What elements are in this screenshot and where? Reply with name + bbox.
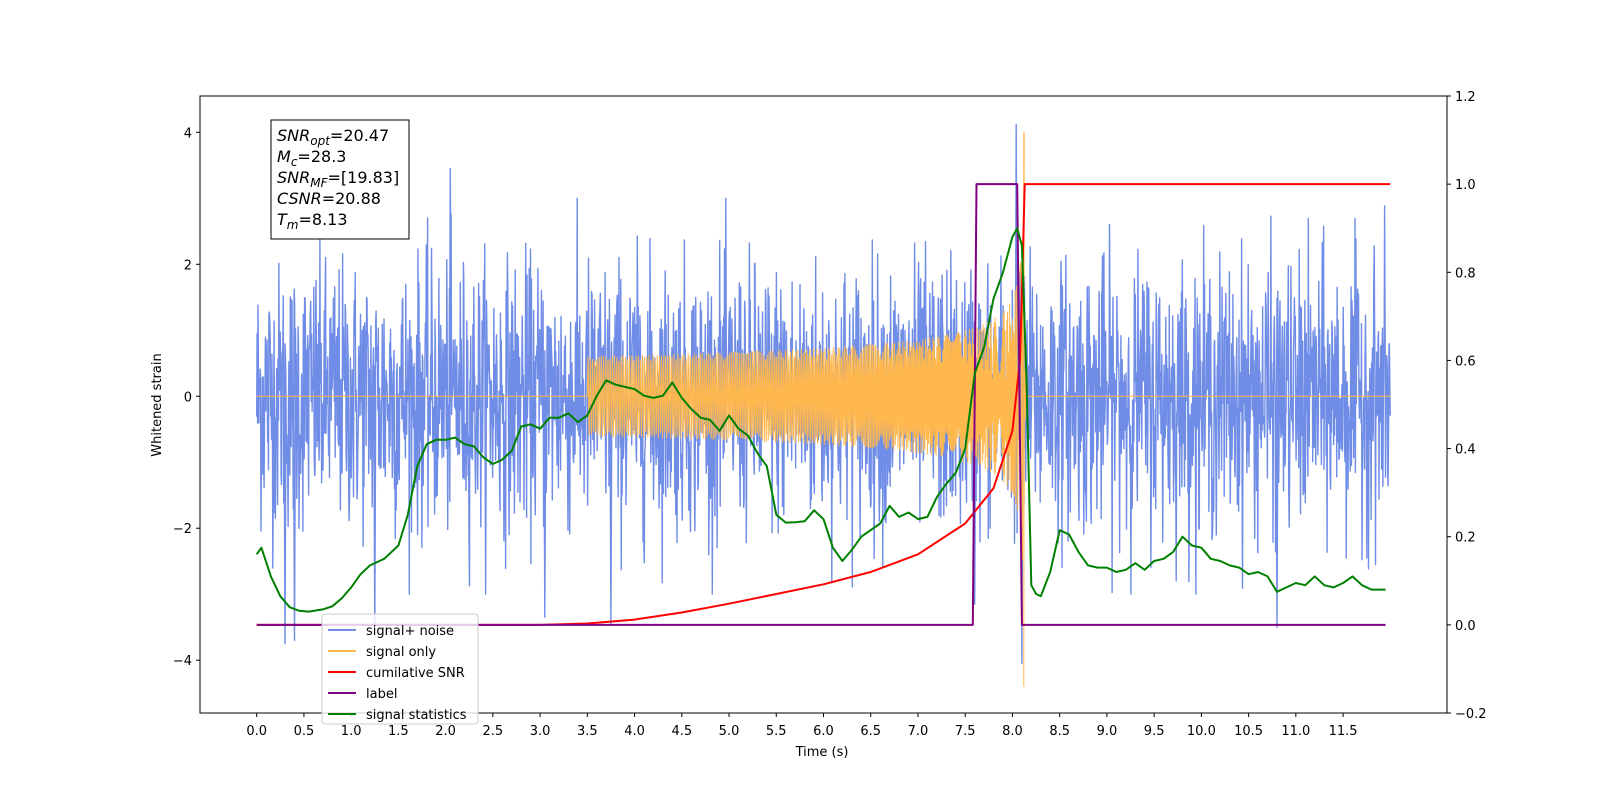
y2-tick-label: 1.0 [1455, 178, 1476, 193]
x-tick-label: 4.0 [624, 724, 645, 739]
x-tick-label: 5.0 [719, 724, 740, 739]
legend-label: cumilative SNR [366, 666, 465, 681]
x-tick-label: 0.5 [294, 724, 315, 739]
legend-items: signal+ noise signal only cumilative SNR la… [328, 624, 467, 723]
y-axis-left: −4 −2 0 2 4 [173, 126, 200, 669]
x-tick-label: 7.5 [955, 724, 976, 739]
annotation-frame [270, 119, 410, 240]
y2-tick-label: 0.8 [1455, 266, 1476, 281]
x-axis: 0.0 0.5 1.0 1.5 2.0 2.5 3.0 3.5 4.0 4.5 5.0 5.5 6.0 6… [246, 713, 1358, 739]
annotation-lines: SNRopt=20.47Mc=28.3SNRMF=[19.83]CSNR=20.… [277, 126, 399, 232]
legend: signal+ noise signal only cumilative SNR la… [321, 613, 479, 725]
annotation-line: CSNR=20.88 [277, 189, 381, 208]
legend-label: signal+ noise [366, 624, 454, 639]
x-tick-label: 9.0 [1097, 724, 1118, 739]
x-tick-label: 5.5 [766, 724, 787, 739]
legend-frame [321, 613, 479, 725]
y-tick-label: 4 [184, 126, 192, 141]
x-tick-label: 2.5 [483, 724, 504, 739]
x-tick-label: 3.5 [577, 724, 598, 739]
x-tick-label: 2.0 [435, 724, 456, 739]
x-axis-label: Time (s) [795, 745, 849, 760]
y-tick-label: 0 [184, 390, 192, 405]
y2-tick-label: 1.2 [1455, 90, 1476, 105]
x-tick-label: 9.5 [1144, 724, 1165, 739]
x-tick-label: 7.0 [908, 724, 929, 739]
y2-tick-label: 0.6 [1455, 354, 1476, 369]
series-line-signal-statistics [255, 227, 1386, 613]
y-axis-right: −0.2 0.0 0.2 0.4 0.6 0.8 1.0 1.2 [1447, 90, 1487, 722]
annotation-line: SNRMF=[19.83] [277, 168, 399, 190]
x-tick-label: 10.0 [1187, 724, 1216, 739]
x-tick-label: 4.5 [671, 724, 692, 739]
y2-tick-label: 0.4 [1455, 443, 1476, 458]
x-tick-label: 3.0 [530, 724, 551, 739]
y2-tick-label: 0.2 [1455, 531, 1476, 546]
y-axis-label: Whitened strain [150, 353, 165, 456]
y-tick-label: 2 [184, 258, 192, 273]
y-tick-label: −2 [173, 522, 192, 537]
series-layer [255, 123, 1391, 687]
y2-tick-label: 0.0 [1455, 619, 1476, 634]
y-tick-label: −4 [173, 654, 192, 669]
annotation-box: SNRopt=20.47Mc=28.3SNRMF=[19.83]CSNR=20.… [270, 119, 410, 240]
x-tick-label: 6.5 [860, 724, 881, 739]
legend-label: signal statistics [366, 708, 467, 723]
x-tick-label: 10.5 [1234, 724, 1263, 739]
x-tick-label: 8.5 [1049, 724, 1070, 739]
annotation-line: Mc=28.3 [277, 147, 346, 169]
x-tick-label: 0.0 [246, 724, 267, 739]
y2-tick-label: −0.2 [1455, 707, 1487, 722]
annotation-line: Tm=8.13 [277, 210, 348, 232]
x-tick-label: 11.5 [1329, 724, 1358, 739]
x-tick-label: 11.0 [1281, 724, 1310, 739]
legend-label: signal only [366, 645, 436, 660]
x-tick-label: 1.0 [341, 724, 362, 739]
x-tick-label: 6.0 [813, 724, 834, 739]
legend-label: label [366, 687, 397, 702]
x-tick-label: 1.5 [388, 724, 409, 739]
x-tick-label: 8.0 [1002, 724, 1023, 739]
series-line-label [256, 183, 1386, 626]
annotation-line: SNRopt=20.47 [277, 126, 389, 148]
series-line-cumilative-snr [256, 183, 1391, 626]
